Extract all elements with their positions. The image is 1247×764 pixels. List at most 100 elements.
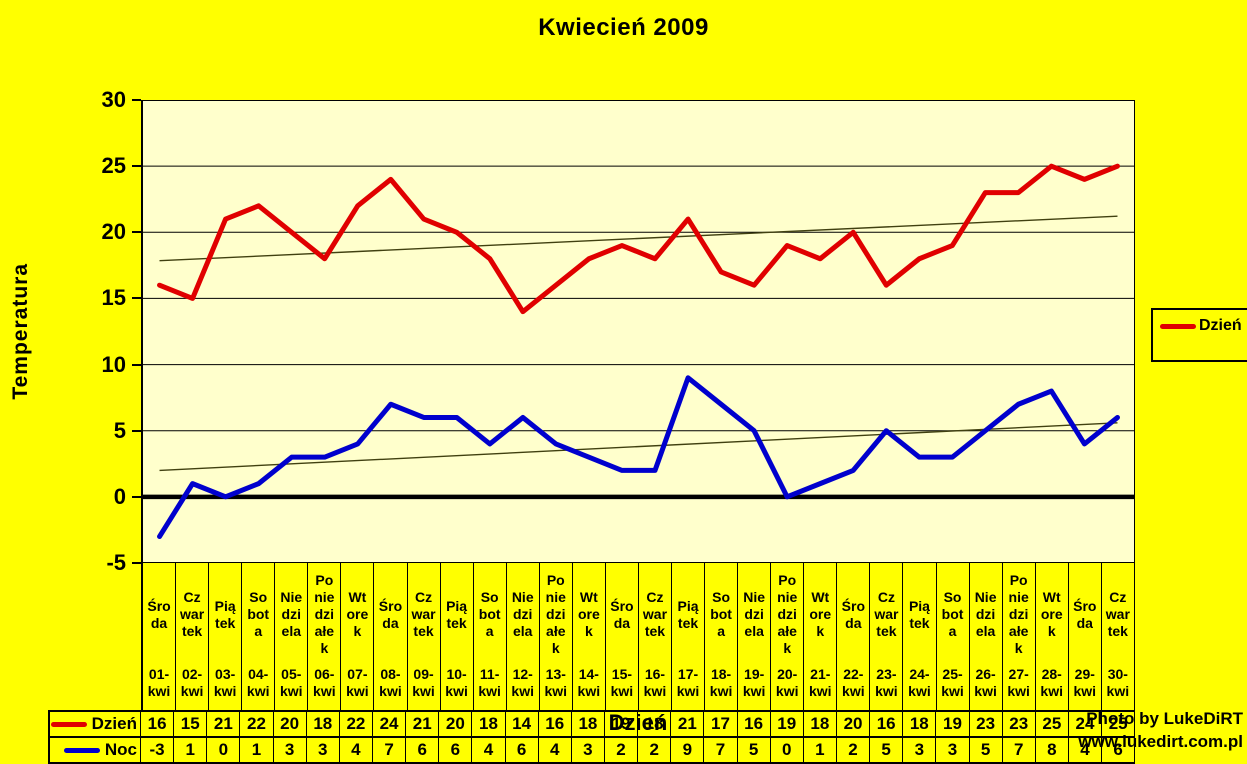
x-axis-category-cell: Po nie dzi ałe k 20- kwi	[771, 563, 805, 710]
table-cell-dzien: 21	[671, 712, 705, 736]
y-axis-title: Temperatura	[9, 263, 32, 400]
x-axis-category-cell: Cz war tek 02- kwi	[176, 563, 210, 710]
x-axis-day-name: So bot a	[247, 589, 270, 639]
x-axis-category-cell: Cz war tek 09- kwi	[408, 563, 441, 710]
table-cell-noc: 4	[472, 738, 506, 762]
y-axis-tick-mark	[132, 429, 141, 432]
table-cell-noc: 4	[539, 738, 572, 762]
x-axis-date: 11- kwi	[478, 666, 501, 699]
x-axis-day-name: Po nie dzi ałe k	[777, 572, 798, 656]
table-cell-noc: 6	[439, 738, 473, 762]
x-axis-day-name: Po nie dzi ałe k	[1008, 572, 1029, 656]
table-row-label: Noc	[104, 740, 137, 759]
table-cell-noc: 1	[804, 738, 837, 762]
table-cell-dzien: 19	[771, 712, 804, 736]
table-cell-noc: 1	[240, 738, 274, 762]
x-axis-category-cell: Pią tek 03- kwi	[209, 563, 243, 710]
x-axis-date: 13- kwi	[544, 666, 568, 699]
x-axis-category-cell: Po nie dzi ałe k 13- kwi	[540, 563, 573, 710]
x-axis-day-name: Pią tek	[214, 597, 236, 631]
table-cell-dzien: 20	[837, 712, 871, 736]
series-line-dzien	[157, 163, 1120, 315]
x-axis-date: 16- kwi	[643, 666, 667, 699]
x-axis-date: 20- kwi	[775, 666, 799, 699]
y-axis-ticks: 30 25 20 15 10 5 0 -5	[50, 87, 141, 575]
trendline-noc	[159, 422, 1118, 472]
y-axis-tick-mark	[132, 297, 141, 300]
x-axis-date: 07- kwi	[346, 666, 369, 699]
table-cell-noc: 3	[572, 738, 605, 762]
x-axis-date: 02- kwi	[180, 666, 204, 699]
x-axis-category-cell: So bot a 04- kwi	[242, 563, 276, 710]
x-axis-date: 28- kwi	[1040, 666, 1063, 699]
table-cell-noc: 7	[373, 738, 407, 762]
table-cell-dzien: 21	[406, 712, 440, 736]
table-cell-dzien: 20	[439, 712, 473, 736]
x-axis-date: 24- kwi	[908, 666, 931, 699]
table-cell-dzien: 15	[174, 712, 208, 736]
x-axis-day-name: Cz war tek	[874, 589, 899, 639]
x-axis-day-name: Wt ore k	[1040, 589, 1063, 639]
x-axis-category-cell: Po nie dzi ałe k 27- kwi	[1003, 563, 1036, 710]
legend-label: Dzień	[1199, 317, 1242, 334]
y-axis-tick-label: 25	[101, 153, 126, 179]
table-cell-noc: 6	[1102, 738, 1136, 762]
x-axis-category-cell: So bot a 11- kwi	[474, 563, 507, 710]
table-cell-dzien: 18	[307, 712, 340, 736]
table-cell-dzien: 23	[1003, 712, 1036, 736]
x-axis-day-name: Pią tek	[677, 597, 699, 631]
legend: Dzień	[1151, 308, 1247, 362]
table-cell-dzien: 18	[638, 712, 672, 736]
y-axis-tick-mark	[132, 495, 141, 498]
table-cell-noc: 9	[671, 738, 705, 762]
y-axis-tick-mark	[132, 363, 141, 366]
x-axis-category-cell: Śro da 08- kwi	[374, 563, 408, 710]
table-cell-noc: 1	[174, 738, 208, 762]
x-axis-category-cell: So bot a 25- kwi	[937, 563, 970, 710]
x-axis-date: 21- kwi	[808, 666, 832, 699]
table-cell-dzien: 25	[1102, 712, 1136, 736]
table-row-dzien: Dzień 16 15 21 22 20 18 22 24 21 20 18 14 16 18 19 18 21…	[48, 710, 1136, 736]
x-axis-day-name: Śro da	[378, 597, 403, 631]
table-cell-dzien: 22	[240, 712, 274, 736]
dzien-line-marker-icon	[1160, 323, 1196, 329]
x-axis-category-cell: Po nie dzi ałe k 06- kwi	[308, 563, 342, 710]
x-axis-day-name: Śro da	[610, 597, 634, 631]
table-cell-dzien: 18	[804, 712, 837, 736]
x-axis-date: 06- kwi	[313, 666, 336, 699]
table-cell-noc: 3	[936, 738, 970, 762]
table-cell-dzien: 16	[738, 712, 771, 736]
x-axis-category-cell: Cz war tek 16- kwi	[639, 563, 672, 710]
x-axis-category-cell: Śro da 22- kwi	[837, 563, 871, 710]
table-cell-noc: 3	[307, 738, 340, 762]
y-axis-tick-label: -5	[106, 549, 126, 575]
x-axis-date: 30- kwi	[1106, 666, 1130, 699]
table-cell-noc: -3	[141, 738, 175, 762]
table-cell-noc: 7	[704, 738, 738, 762]
table-cell-dzien: 18	[472, 712, 506, 736]
x-axis-category-cell: Pią tek 10- kwi	[441, 563, 474, 710]
table-cell-dzien: 19	[936, 712, 970, 736]
chart-title: Kwiecień 2009	[538, 14, 709, 41]
dzien-line-marker-icon	[50, 721, 87, 727]
table-cell-noc: 3	[903, 738, 937, 762]
x-axis-day-name: Nie dzi ela	[974, 589, 997, 639]
x-axis-labels: Śro da 01- kwi Cz war tek 02- kwi Pią te…	[141, 563, 1135, 710]
x-axis-day-name: Nie dzi ela	[280, 589, 303, 639]
table-cell-dzien: 21	[207, 712, 241, 736]
table-cell-dzien: 23	[970, 712, 1003, 736]
table-cell-noc: 6	[406, 738, 440, 762]
table-cell-noc: 2	[638, 738, 672, 762]
x-axis-day-name: Cz war tek	[642, 589, 668, 639]
noc-line-marker-icon	[63, 747, 100, 753]
y-axis-tick-mark	[132, 165, 141, 168]
table-cell-noc: 3	[274, 738, 307, 762]
x-axis-category-cell: Cz war tek 30- kwi	[1102, 563, 1135, 710]
y-axis-tick-label: 20	[101, 219, 126, 245]
data-table: Dzień 16 15 21 22 20 18 22 24 21 20 18 14 16 18 19 18 21…	[48, 710, 1136, 764]
table-cell-noc: 5	[870, 738, 904, 762]
x-axis-day-name: Cz war tek	[180, 589, 205, 639]
x-axis-category-cell: Wt ore k 28- kwi	[1036, 563, 1069, 710]
x-axis-category-cell: So bot a 18- kwi	[705, 563, 739, 710]
